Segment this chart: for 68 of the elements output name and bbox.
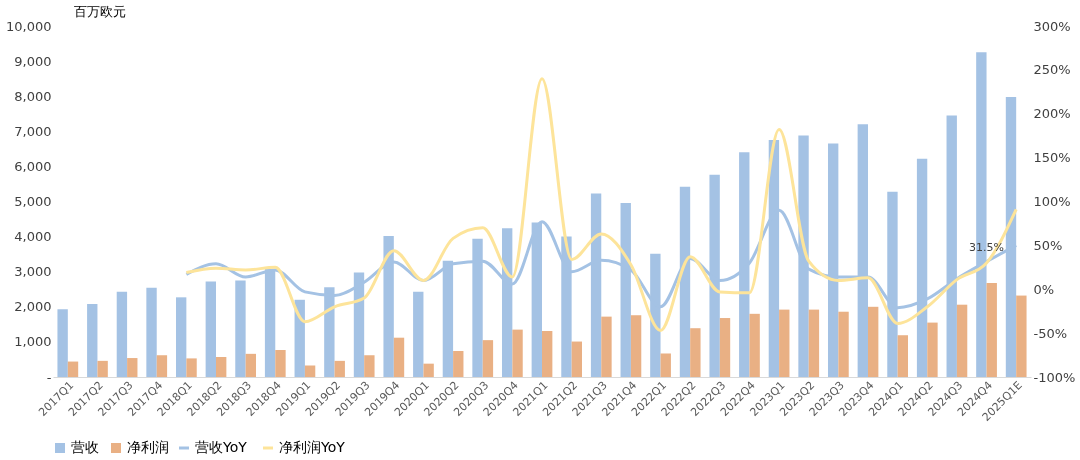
bar [57, 309, 68, 377]
y-tick-label: 10,000 [6, 18, 52, 34]
y-tick-label: 2,000 [14, 299, 52, 315]
bar [808, 309, 820, 377]
bar [542, 331, 553, 377]
data-label: 31.5% [969, 240, 1005, 254]
bar [571, 341, 583, 377]
line-series [184, 77, 1018, 332]
bar [156, 355, 168, 377]
y-tick-label: 7,000 [14, 123, 52, 139]
y2-tick-label: 0% [1033, 281, 1055, 297]
bar [245, 353, 257, 377]
bar [146, 287, 157, 377]
bar [175, 297, 187, 377]
bar [413, 291, 424, 377]
y2-tick-label: 50% [1033, 237, 1063, 253]
bar [927, 322, 938, 377]
bar [719, 318, 731, 377]
bar [660, 353, 671, 377]
y-tick-label: 3,000 [14, 264, 52, 280]
bar [304, 365, 316, 377]
bar [67, 361, 79, 377]
y-tick-label: 9,000 [14, 53, 52, 69]
bar [116, 291, 128, 377]
legend-label: 营收 [71, 439, 99, 455]
legend-label: 净利润 [127, 439, 169, 455]
bar [1016, 295, 1027, 377]
bar [216, 356, 227, 377]
bar [956, 304, 968, 377]
y-tick-label: 1,000 [14, 334, 52, 350]
bar [393, 337, 405, 377]
legend-label: 营收YoY [195, 439, 248, 455]
bar [87, 303, 98, 377]
bar [779, 309, 790, 377]
bar [630, 315, 642, 377]
y2-tick-label: -100% [1033, 369, 1076, 385]
y2-tick-label: 100% [1033, 194, 1071, 209]
bar [690, 328, 701, 377]
y-tick-label: - [46, 369, 52, 385]
y-tick-label: 4,000 [14, 229, 52, 245]
bar [275, 349, 286, 377]
y-tick-label: 5,000 [14, 194, 52, 209]
y-axis-title: 百万欧元 [73, 3, 126, 19]
bar [601, 316, 612, 377]
bar [749, 313, 760, 377]
y-tick-label: 8,000 [14, 88, 52, 104]
bar [986, 282, 997, 377]
bar [334, 360, 345, 377]
y2-tick-label: 200% [1033, 106, 1071, 122]
bar [235, 280, 246, 377]
bar [127, 358, 138, 377]
bar [205, 281, 216, 377]
bar [97, 360, 108, 377]
y2-tick-label: 150% [1033, 150, 1071, 166]
y2-tick-label: 250% [1033, 62, 1071, 78]
y2-tick-label: -50% [1033, 325, 1068, 341]
bar [897, 335, 909, 377]
bar [186, 358, 197, 377]
y2-tick-label: 300% [1033, 18, 1071, 34]
bar [838, 311, 849, 377]
bar [423, 363, 434, 377]
bar [453, 351, 464, 377]
y-tick-label: 6,000 [14, 158, 52, 174]
bar [868, 306, 879, 377]
legend-label: 净利润YoY [279, 439, 346, 455]
bar [512, 329, 523, 377]
bar [364, 355, 375, 377]
bar [482, 340, 494, 377]
